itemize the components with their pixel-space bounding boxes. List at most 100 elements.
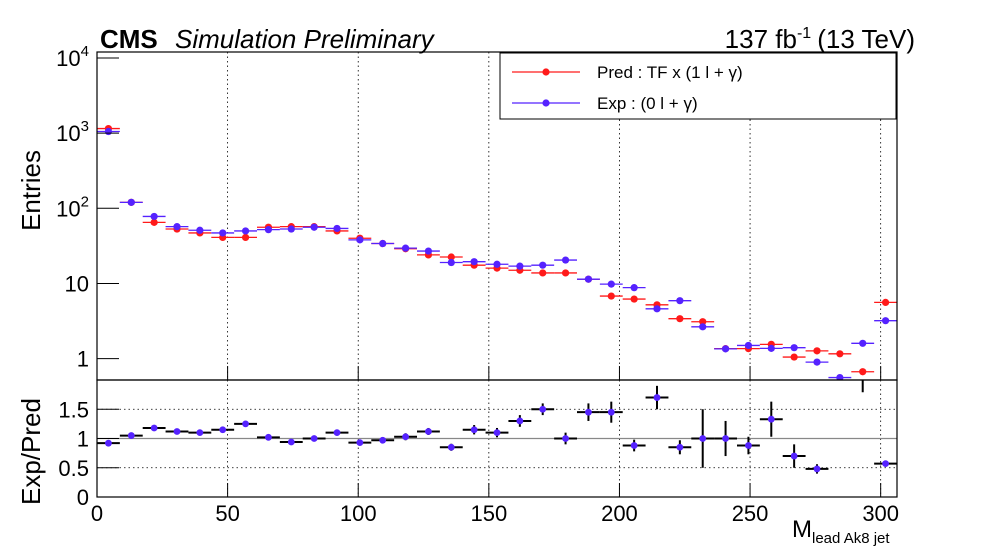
y-tick-base: 10 [56,121,80,146]
ratio-frame [96,379,898,498]
marker [767,344,775,352]
marker [379,436,387,444]
main-plot [97,52,897,380]
marker [585,408,592,416]
marker [676,443,684,451]
legend-marker [542,99,550,107]
y-tick-base: 10 [56,196,80,221]
energy: (13 TeV) [817,24,915,54]
marker [790,344,798,352]
marker [813,358,821,366]
marker [264,226,273,234]
y-tick-label: 103 [56,118,89,146]
y-axis-title: Entries [16,150,46,231]
marker [584,275,593,283]
marker [105,439,112,447]
y-tick-exponent: 3 [81,118,89,135]
marker [744,341,753,350]
marker [310,223,318,231]
marker [630,284,638,292]
x-axis-subscript: lead Ak8 jet [812,530,890,547]
marker [493,429,501,437]
y-tick-exponent: 4 [81,43,89,60]
marker [265,433,272,441]
marker [196,429,204,437]
marker [333,429,341,437]
y-tick-label: 104 [56,43,89,71]
marker [813,347,821,355]
marker [607,292,615,300]
marker [630,442,638,449]
marker [539,269,547,277]
marker [561,269,570,277]
marker [836,373,844,380]
marker [287,438,295,446]
x-axis-variable: M [792,516,812,543]
marker [241,227,250,235]
marker [561,256,570,264]
marker [881,317,890,325]
marker [516,262,524,270]
marker [676,315,684,323]
marker [333,224,341,233]
marker [653,394,661,401]
marker [859,368,867,376]
experiment-label: CMS [100,24,158,54]
legend-marker [542,68,550,76]
marker [173,223,181,231]
x-tick-label: 300 [862,501,899,526]
marker [539,405,547,413]
marker [379,239,387,248]
marker [722,435,729,442]
marker [104,127,113,136]
marker [242,420,249,428]
subtitle: Simulation Preliminary [175,24,436,54]
y-tick-label: 10 [65,271,89,296]
marker [127,198,135,206]
marker [402,433,409,441]
marker [173,428,181,435]
marker [699,435,707,442]
marker [767,415,775,423]
marker [721,345,730,353]
marker [630,295,638,303]
x-tick-label: 100 [340,501,377,526]
marker [401,244,410,252]
y-tick-label: 102 [56,193,89,221]
marker [287,225,295,233]
marker [424,247,433,255]
marker [356,439,364,446]
x-tick-label: 0 [91,501,103,526]
x-tick-label: 50 [215,501,239,526]
x-tick-label: 250 [732,501,769,526]
y-tick-base: 10 [56,46,80,71]
marker [493,260,501,268]
marker [356,236,364,244]
y-tick-label: 1 [77,427,89,452]
marker [241,233,250,242]
y-tick-label: 1 [77,347,89,372]
marker [653,305,661,313]
marker [539,261,547,269]
marker [470,426,478,434]
marker [447,253,455,261]
x-tick-label: 200 [601,501,638,526]
marker [607,280,615,288]
marker [745,442,752,449]
y-tick-exponent: 2 [81,193,89,210]
marker [607,408,615,416]
x-axis-title: Mlead Ak8 jet [792,516,890,547]
ratio-y-axis-title: Exp/Pred [16,398,46,505]
marker [219,426,227,434]
y-tick-label: 0 [77,485,89,510]
marker [790,353,798,361]
marker [196,226,204,234]
legend-label: Pred : TF x (1 l + γ) [597,63,743,82]
y-tick-label: 0.5 [58,456,89,481]
marker [881,298,890,307]
marker [562,435,569,442]
marker [470,258,478,266]
marker [219,229,227,237]
lumi-label: 137 fb-1 (13 TeV) [725,24,915,54]
